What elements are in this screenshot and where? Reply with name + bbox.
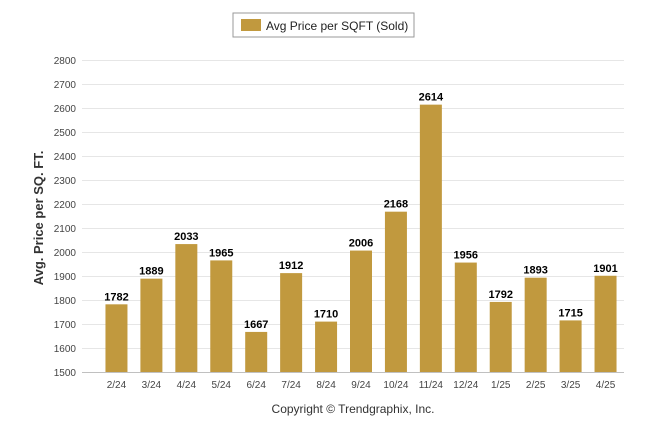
x-tick-label: 4/25	[596, 380, 616, 391]
x-tick-label: 4/24	[177, 380, 197, 391]
legend-swatch	[241, 19, 261, 31]
bar-value-label: 1715	[558, 307, 582, 319]
x-tick-label: 10/24	[383, 380, 408, 391]
x-axis-ticks: 2/24 3/24 4/24 5/24 6/24 7/24 8/24 9/24 10/24 11/…	[107, 380, 616, 391]
x-tick-label: 3/25	[561, 380, 581, 391]
x-tick-label: 12/24	[453, 380, 478, 391]
bar[interactable]	[594, 275, 617, 372]
bar-value-label: 1792	[488, 289, 512, 301]
bar[interactable]	[350, 250, 372, 372]
bar[interactable]	[105, 304, 128, 372]
bar[interactable]	[454, 262, 477, 372]
bar[interactable]	[280, 273, 303, 372]
y-tick-label: 1700	[54, 320, 77, 331]
x-tick-label: 11/24	[419, 380, 444, 391]
y-tick-label: 2700	[54, 80, 77, 91]
x-tick-label: 9/24	[351, 380, 371, 391]
legend[interactable]: Avg Price per SQFT (Sold)	[232, 12, 415, 38]
y-tick-label: 1800	[54, 296, 77, 307]
y-tick-label: 2600	[54, 104, 77, 115]
y-tick-label: 2800	[54, 56, 77, 67]
bar-value-label: 2006	[349, 238, 373, 250]
bar[interactable]	[140, 278, 163, 372]
copyright-text: Copyright © Trendgraphix, Inc.	[272, 402, 435, 416]
y-tick-label: 2300	[54, 176, 77, 187]
bar-value-label: 1965	[209, 247, 233, 259]
y-tick-label: 2000	[54, 248, 77, 259]
x-tick-label: 3/24	[142, 380, 162, 391]
y-axis-title: Avg. Price per SQ. FT.	[31, 151, 46, 286]
x-tick-label: 6/24	[246, 380, 266, 391]
bar-value-label: 1956	[454, 250, 478, 262]
value-labels: 1782 1889 2033 1965 1667 1912 1710 2006 2168 2614…	[104, 92, 618, 331]
x-tick-label: 5/24	[212, 380, 232, 391]
y-axis-ticks: 1500 1600 1700 1800 1900 2000 2100 2200 2300 2400…	[54, 56, 77, 379]
bar[interactable]	[315, 321, 338, 372]
bar[interactable]	[175, 244, 198, 372]
bar[interactable]	[245, 331, 268, 372]
bar-value-label: 1912	[279, 260, 303, 272]
x-tick-label: 8/24	[316, 380, 336, 391]
x-tick-label: 7/24	[281, 380, 301, 391]
bar-value-label: 1667	[244, 319, 268, 331]
y-tick-label: 1900	[54, 272, 77, 283]
bar[interactable]	[384, 211, 407, 372]
legend-label: Avg Price per SQFT (Sold)	[266, 19, 408, 33]
y-tick-label: 2200	[54, 200, 77, 211]
x-tick-label: 1/25	[491, 380, 511, 391]
bar[interactable]	[419, 104, 442, 372]
bar[interactable]	[524, 277, 547, 372]
x-tick-label: 2/25	[526, 380, 546, 391]
bar[interactable]	[559, 320, 582, 372]
y-tick-label: 2400	[54, 152, 77, 163]
x-tick-label: 2/24	[107, 380, 127, 391]
bar[interactable]	[489, 301, 512, 372]
bar-value-label: 2168	[384, 199, 408, 211]
y-tick-label: 2500	[54, 128, 77, 139]
bar-value-label: 1901	[593, 263, 617, 275]
bar-value-label: 1782	[104, 291, 128, 303]
y-tick-label: 1500	[54, 368, 77, 379]
bars	[105, 104, 617, 372]
bar-value-label: 2614	[419, 92, 444, 104]
bar[interactable]	[210, 260, 233, 372]
bar-value-label: 1889	[139, 266, 163, 278]
y-tick-label: 1600	[54, 344, 77, 355]
bar-value-label: 1893	[523, 265, 547, 277]
bar-value-label: 1710	[314, 309, 338, 321]
bar-value-label: 2033	[174, 231, 198, 243]
y-tick-label: 2100	[54, 224, 77, 235]
legend-box	[232, 12, 415, 38]
